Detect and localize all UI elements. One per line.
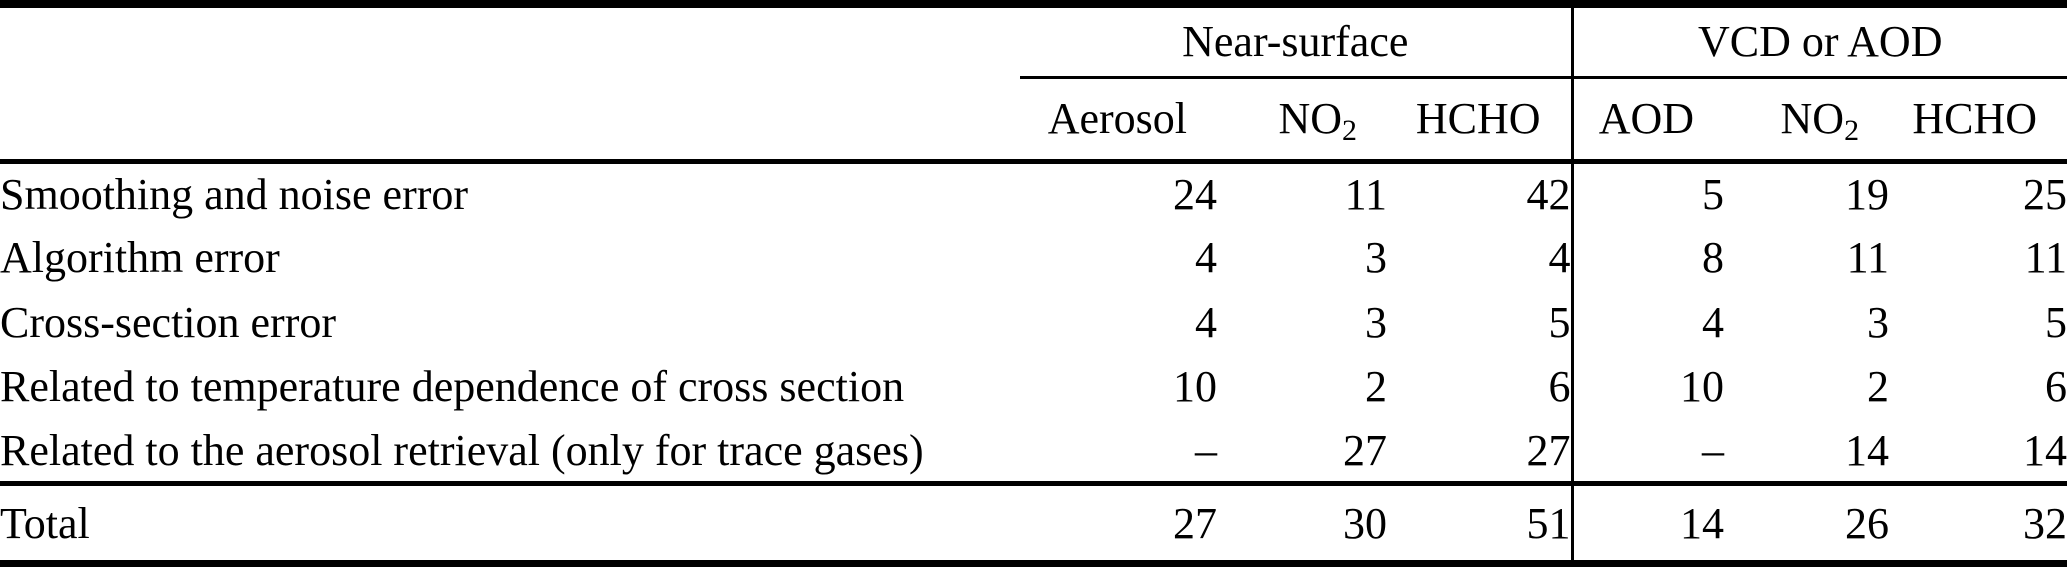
table-row-cross-section: Cross-section error 4 3 5 4 3 5 — [0, 290, 2067, 355]
total-value-cell: 27 — [1020, 481, 1217, 564]
total-value-cell: 26 — [1724, 481, 1890, 564]
value-cell: 2 — [1365, 362, 1387, 412]
row-label: Related to temperature dependence of cro… — [0, 362, 905, 412]
table-footer: Total 27 30 51 14 26 32 — [0, 481, 2067, 564]
value-cell: 11 — [1344, 170, 1387, 219]
value-cell: 2 — [1867, 362, 1890, 412]
value-cell: 10 — [1173, 362, 1217, 412]
value-cell: 4 — [1195, 297, 1217, 347]
table-row-aerosol-retrieval: Related to the aerosol retrieval (only f… — [0, 419, 2067, 484]
group-header-row: Near-surface VCD or AOD — [0, 4, 2067, 79]
value-cell: 3 — [1365, 297, 1387, 347]
col-header-text: Aerosol — [1047, 94, 1187, 143]
row-label: Smoothing and noise error — [0, 170, 469, 219]
value-cell: 27 — [1526, 425, 1571, 475]
col-header-aod: AOD — [1570, 77, 1725, 164]
col-header-text: AOD — [1598, 94, 1695, 143]
col-header-text: NO — [1278, 94, 1343, 143]
table-row-temperature-dependence: Related to temperature dependence of cro… — [0, 354, 2067, 419]
value-cell: 6 — [1548, 362, 1571, 412]
value-cell: 42 — [1526, 170, 1571, 219]
value-cell: 5 — [1570, 161, 1725, 226]
value-cell: 19 — [1845, 170, 1890, 219]
value-cell: 14 — [1845, 425, 1890, 475]
value-cell: 11 — [1846, 233, 1890, 283]
table-row-algorithm: Algorithm error 4 3 4 8 11 11 — [0, 225, 2067, 290]
total-value-cell: 30 — [1217, 481, 1387, 564]
group-header-near-surface: Near-surface — [1020, 4, 1573, 79]
col-header-text: HCHO — [1415, 94, 1541, 143]
col-header-subscript: 2 — [1844, 113, 1860, 147]
value-cell: 14 — [2023, 425, 2067, 475]
value-cell: 3 — [1867, 297, 1890, 347]
column-header-row: Aerosol NO2 HCHO AOD NO2 HCHO — [0, 77, 2067, 164]
col-header-no2-vcd: NO2 — [1724, 77, 1890, 164]
total-value-cell: 51 — [1387, 481, 1573, 564]
value-cell: – — [1195, 425, 1217, 475]
value-cell: – — [1570, 419, 1725, 484]
value-cell: 25 — [2023, 170, 2067, 219]
value-cell: 5 — [1548, 297, 1571, 347]
total-value-cell: 14 — [1570, 481, 1725, 564]
row-label: Algorithm error — [0, 233, 280, 283]
value-cell: 4 — [1548, 233, 1571, 283]
col-header-text: HCHO — [1912, 94, 2038, 143]
total-row: Total 27 30 51 14 26 32 — [0, 481, 2067, 564]
value-cell: 24 — [1173, 170, 1217, 219]
empty-corner-cell — [0, 4, 1020, 77]
value-cell: 3 — [1365, 233, 1387, 283]
value-cell: 4 — [1195, 233, 1217, 283]
value-cell: 5 — [2045, 297, 2067, 347]
col-header-aerosol: Aerosol — [1020, 77, 1217, 164]
col-header-subscript: 2 — [1342, 113, 1357, 147]
group-header-vcd-or-aod: VCD or AOD — [1570, 4, 2067, 79]
table-row-smoothing-noise: Smoothing and noise error 24 11 42 5 19 … — [0, 161, 2067, 226]
table-header: Near-surface VCD or AOD Aerosol NO2 HCHO… — [0, 4, 2067, 164]
empty-corner-cell — [0, 77, 1020, 164]
total-label: Total — [0, 481, 1020, 564]
table-body: Smoothing and noise error 24 11 42 5 19 … — [0, 161, 2067, 484]
value-cell: 8 — [1570, 225, 1725, 290]
value-cell: 11 — [2024, 233, 2067, 283]
col-header-hcho-vcd: HCHO — [1889, 77, 2067, 164]
col-header-text: NO — [1780, 94, 1845, 143]
row-label: Related to the aerosol retrieval (only f… — [0, 425, 924, 475]
row-label: Cross-section error — [0, 297, 337, 347]
value-cell: 4 — [1570, 290, 1725, 355]
value-cell: 6 — [2045, 362, 2067, 412]
total-value-cell: 32 — [1889, 481, 2067, 564]
col-header-hcho-surface: HCHO — [1387, 77, 1573, 164]
value-cell: 27 — [1343, 425, 1387, 475]
value-cell: 10 — [1570, 354, 1725, 419]
col-header-no2-surface: NO2 — [1217, 77, 1387, 164]
